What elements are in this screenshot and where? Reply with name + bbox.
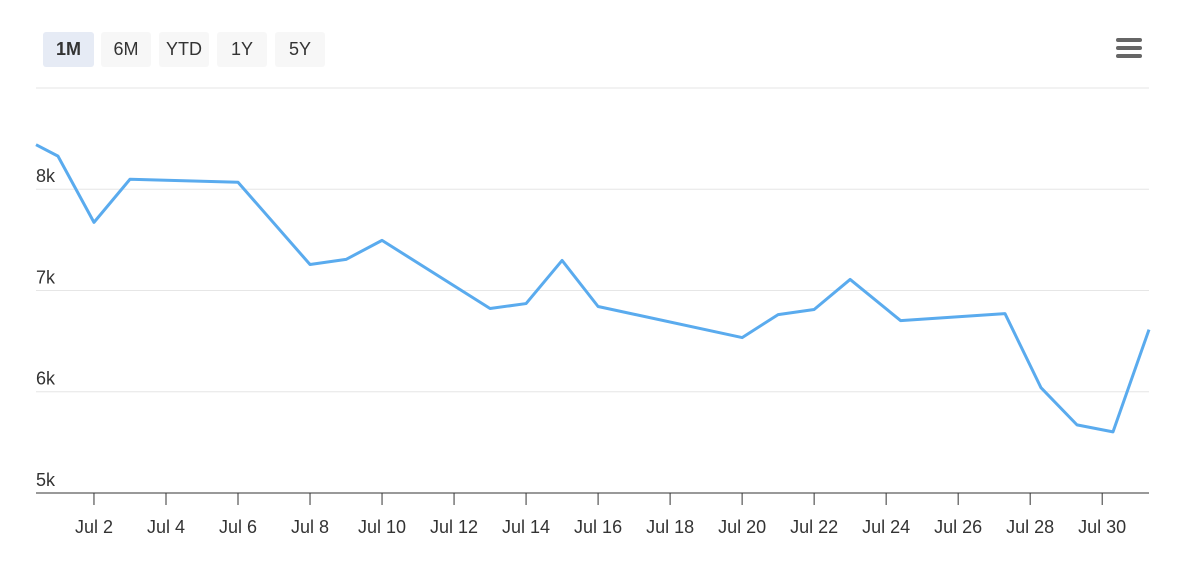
range-button-label[interactable]: 6M xyxy=(113,39,138,59)
y-tick-label: 8k xyxy=(36,166,56,186)
y-tick-label: 5k xyxy=(36,470,56,490)
x-tick-label: Jul 26 xyxy=(934,517,982,537)
menu-bar xyxy=(1116,38,1142,42)
x-tick-label: Jul 16 xyxy=(574,517,622,537)
x-tick-label: Jul 20 xyxy=(718,517,766,537)
menu-bar xyxy=(1116,54,1142,58)
x-tick-label: Jul 2 xyxy=(75,517,113,537)
menu-icon[interactable] xyxy=(1116,38,1142,58)
x-tick-label: Jul 12 xyxy=(430,517,478,537)
range-button-label[interactable]: YTD xyxy=(166,39,202,59)
x-tick-label: Jul 30 xyxy=(1078,517,1126,537)
range-button[interactable] xyxy=(275,32,325,67)
x-tick-label: Jul 14 xyxy=(502,517,550,537)
menu-bar xyxy=(1116,46,1142,50)
x-tick-label: Jul 22 xyxy=(790,517,838,537)
range-button-label[interactable]: 1M xyxy=(56,39,81,59)
range-button[interactable] xyxy=(101,32,151,67)
x-tick-label: Jul 10 xyxy=(358,517,406,537)
x-tick-label: Jul 28 xyxy=(1006,517,1054,537)
y-tick-label: 6k xyxy=(36,369,56,389)
range-button-label[interactable]: 1Y xyxy=(231,39,253,59)
x-tick-label: Jul 18 xyxy=(646,517,694,537)
data-line xyxy=(35,143,1151,434)
range-button-label[interactable]: 5Y xyxy=(289,39,311,59)
x-tick-label: Jul 6 xyxy=(219,517,257,537)
x-tick-label: Jul 4 xyxy=(147,517,185,537)
x-tick-label: Jul 24 xyxy=(862,517,910,537)
range-button[interactable] xyxy=(159,32,209,67)
range-button[interactable] xyxy=(217,32,267,67)
y-tick-label: 7k xyxy=(36,267,56,287)
range-button[interactable] xyxy=(43,32,94,67)
x-tick-label: Jul 8 xyxy=(291,517,329,537)
